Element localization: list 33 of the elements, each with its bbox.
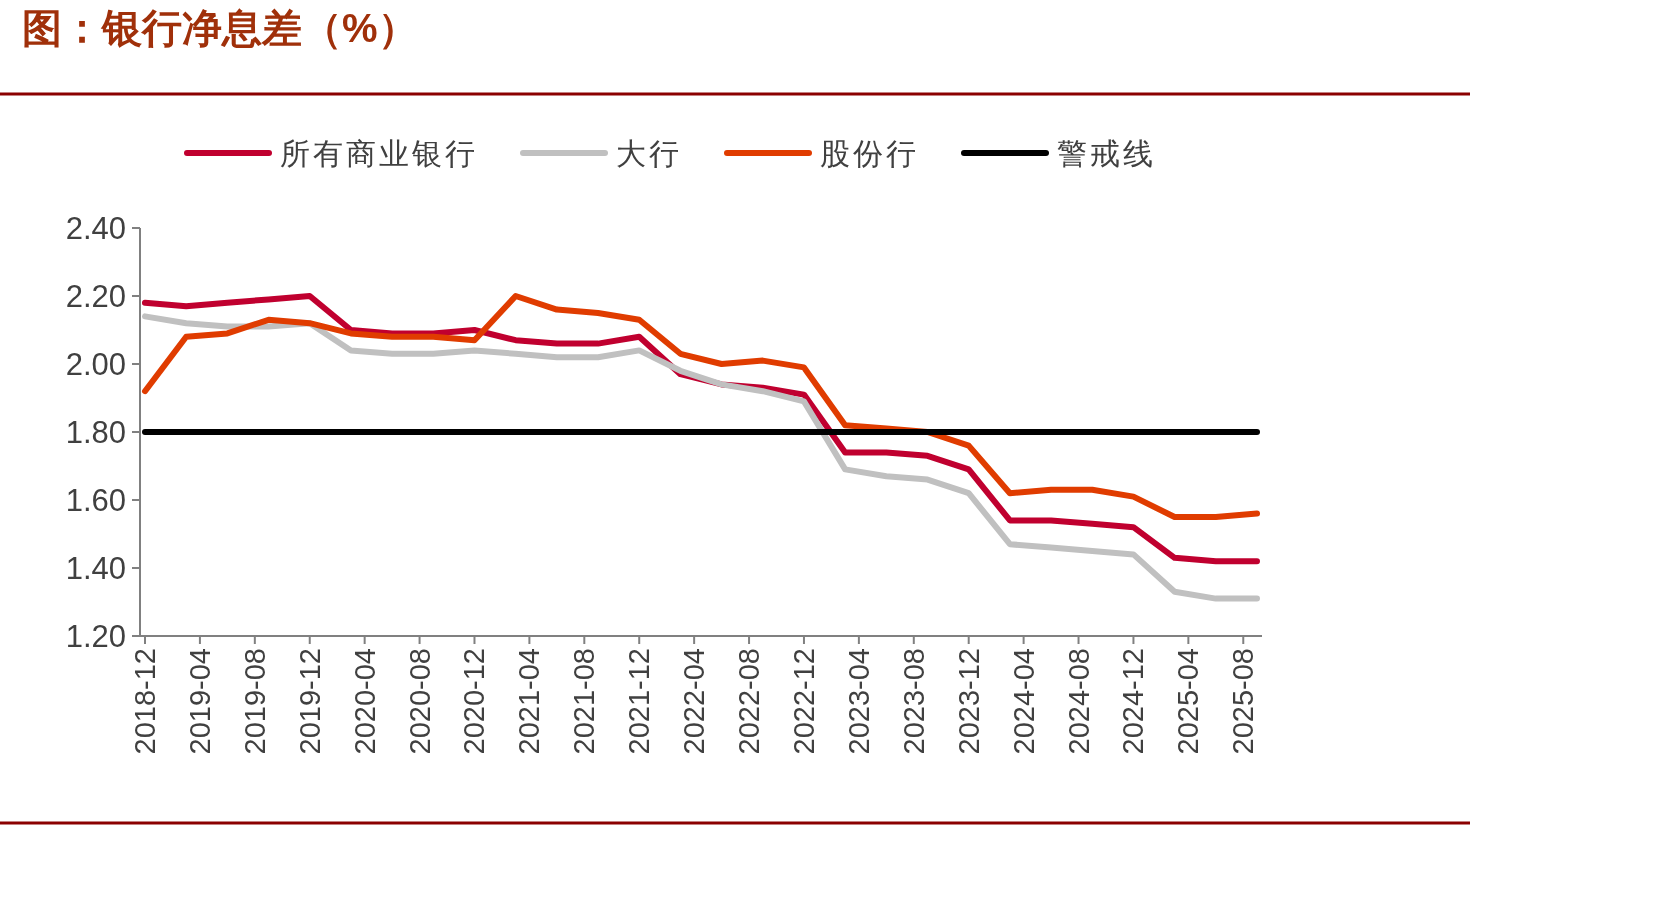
- x-tick-label: 2019-04: [183, 648, 216, 755]
- y-tick-label: 2.00: [65, 347, 126, 382]
- legend-label: 股份行: [820, 137, 919, 170]
- x-tick-label: 2023-08: [897, 648, 930, 755]
- x-tick-label: 2024-12: [1117, 648, 1150, 755]
- x-tick-label: 2019-08: [238, 648, 271, 755]
- legend-label: 警戒线: [1057, 137, 1156, 170]
- y-tick-label: 1.40: [65, 551, 126, 586]
- y-tick-label: 1.60: [65, 483, 126, 518]
- x-tick-label: 2018-12: [129, 648, 161, 755]
- y-tick-label: 1.80: [65, 415, 126, 450]
- y-tick-label: 2.40: [65, 211, 126, 246]
- x-tick-label: 2021-12: [623, 648, 656, 755]
- x-tick-label: 2020-04: [348, 648, 381, 755]
- x-tick-label: 2021-04: [513, 648, 546, 755]
- chart-title: 图：银行净息差（%）: [22, 6, 418, 50]
- x-tick-label: 2020-12: [458, 648, 491, 755]
- y-tick-label: 2.20: [65, 279, 126, 314]
- x-tick-label: 2024-08: [1062, 648, 1095, 755]
- x-tick-label: 2020-08: [403, 648, 436, 755]
- x-tick-label: 2025-08: [1227, 648, 1260, 755]
- x-tick-label: 2019-12: [293, 648, 326, 755]
- y-tick-label: 1.20: [65, 619, 126, 654]
- legend-label: 所有商业银行: [280, 137, 478, 170]
- x-tick-label: 2025-04: [1172, 648, 1205, 755]
- legend-label: 大行: [616, 137, 682, 170]
- x-tick-label: 2021-08: [568, 648, 601, 755]
- x-tick-label: 2024-04: [1007, 648, 1040, 755]
- x-tick-label: 2022-12: [787, 648, 820, 755]
- x-tick-label: 2022-04: [678, 648, 711, 755]
- x-tick-label: 2023-12: [952, 648, 985, 755]
- x-tick-label: 2023-04: [842, 648, 875, 755]
- x-tick-label: 2022-08: [733, 648, 766, 755]
